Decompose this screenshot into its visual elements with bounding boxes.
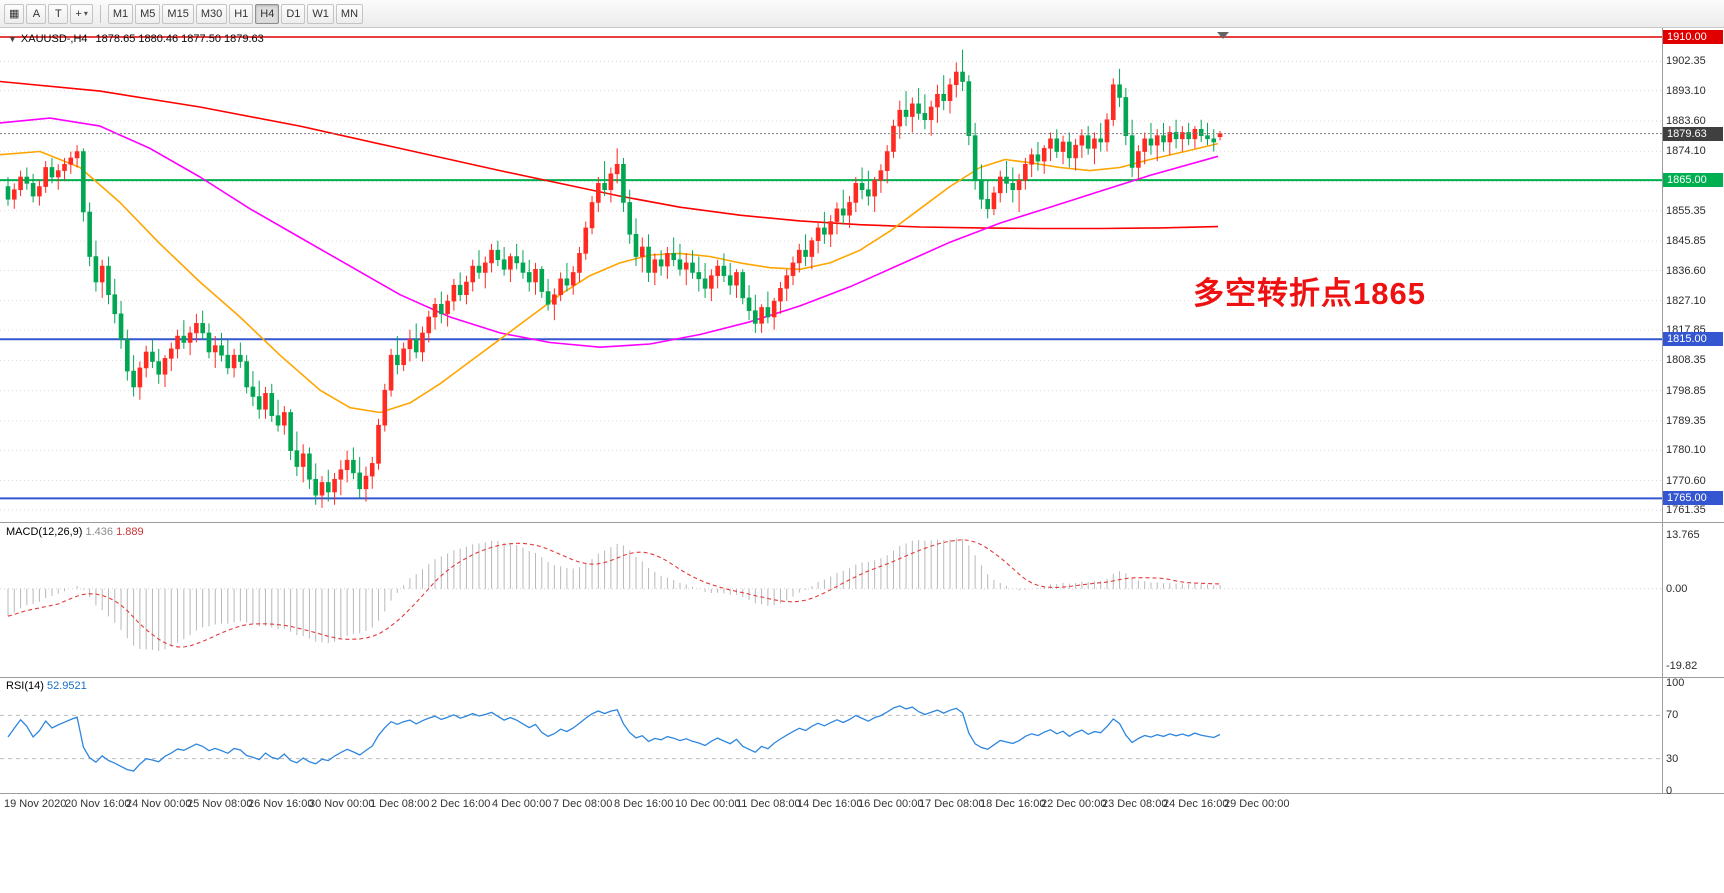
timeframe-button-m1[interactable]: M1 <box>107 3 134 24</box>
price-axis-label: 1770.60 <box>1666 474 1706 487</box>
chart-symbol-header: ▼ XAUUSD-,H4 1878.65 1880.46 1877.50 1879.… <box>8 33 264 45</box>
macd-pane <box>0 538 1662 651</box>
chart-shift-marker-icon <box>1217 32 1229 39</box>
macd-axis-label: 0.00 <box>1666 582 1688 595</box>
time-axis-label: 4 Dec 00:00 <box>492 798 552 810</box>
macd-main-value: 1.436 <box>85 526 114 538</box>
time-axis-label: 2 Dec 16:00 <box>431 798 491 810</box>
time-axis-label: 10 Dec 00:00 <box>675 798 741 810</box>
price-badge: 1865.00 <box>1663 173 1723 188</box>
collapse-arrow-icon[interactable]: ▼ <box>8 34 17 44</box>
time-axis-label: 22 Dec 00:00 <box>1041 798 1107 810</box>
symbol-label: XAUUSD-,H4 <box>20 33 88 45</box>
time-axis-label: 24 Dec 16:00 <box>1163 798 1229 810</box>
chart-canvas[interactable] <box>0 28 1724 893</box>
macd-indicator-label: MACD(12,26,9) 1.436 1.889 <box>6 526 144 538</box>
time-axis-label: 17 Dec 08:00 <box>919 798 985 810</box>
price-axis-label: 1836.60 <box>1666 264 1706 277</box>
macd-axis-label: 13.765 <box>1666 528 1700 541</box>
macd-signal-value: 1.889 <box>116 526 144 538</box>
toolbar: ▦ A T + ▾ M1 M5 M15 M30 H1 H4 D1 W1 MN <box>0 0 1724 28</box>
time-axis-label: 24 Nov 00:00 <box>126 798 192 810</box>
ma-slow-red <box>0 80 1219 230</box>
price-badge: 1879.63 <box>1663 126 1723 141</box>
time-axis-label: 11 Dec 08:00 <box>736 798 801 810</box>
price-axis-label: 1855.35 <box>1666 204 1706 217</box>
timeframe-button-d1[interactable]: D1 <box>281 3 306 24</box>
price-axis-label: 1798.85 <box>1666 384 1706 397</box>
price-axis-label: 1893.10 <box>1666 84 1706 97</box>
time-axis-label: 8 Dec 16:00 <box>614 798 674 810</box>
time-axis-label: 16 Dec 00:00 <box>858 798 924 810</box>
rsi-axis-label: 70 <box>1666 709 1679 722</box>
time-axis-label: 18 Dec 16:00 <box>980 798 1046 810</box>
dropdown-caret-icon: ▾ <box>83 9 88 18</box>
price-axis-label: 1827.10 <box>1666 294 1706 307</box>
rsi-axis-label: 30 <box>1666 752 1679 765</box>
chart-overlay: ▼ XAUUSD-,H4 1878.65 1880.46 1877.50 1879.… <box>0 28 1724 893</box>
timeframe-button-m15[interactable]: M15 <box>162 3 194 24</box>
time-axis-label: 1 Dec 08:00 <box>370 798 430 810</box>
text-tool-button[interactable]: T <box>48 3 69 24</box>
timeframe-button-w1[interactable]: W1 <box>307 3 334 24</box>
rsi-value: 52.9521 <box>46 680 87 692</box>
arrow-tool-button[interactable]: A <box>26 3 47 24</box>
rsi-title: RSI(14) <box>6 680 44 692</box>
chart-area: ▼ XAUUSD-,H4 1878.65 1880.46 1877.50 1879.… <box>0 28 1724 893</box>
chart-type-button[interactable]: ▦ <box>4 3 25 24</box>
price-axis-label: 1902.35 <box>1666 55 1706 68</box>
timeframe-button-m5[interactable]: M5 <box>135 3 161 24</box>
time-axis-label: 19 Nov 2020 <box>4 798 67 810</box>
price-axis-label: 1874.10 <box>1666 145 1706 158</box>
horizontal-level-lines <box>0 36 1662 500</box>
timeframe-button-mn[interactable]: MN <box>335 3 364 24</box>
rsi-axis-label: 100 <box>1666 677 1685 689</box>
rsi-axis-label: 0 <box>1666 785 1673 797</box>
price-axis-label: 1780.10 <box>1666 444 1706 457</box>
timeframe-button-m30[interactable]: M30 <box>195 3 228 24</box>
candles-layer <box>5 49 1223 508</box>
ohlc-readout: 1878.65 1880.46 1877.50 1879.63 <box>95 33 264 45</box>
macd-title: MACD(12,26,9) <box>6 526 83 538</box>
crosshair-tool-button[interactable]: + ▾ <box>70 3 93 24</box>
time-axis-label: 26 Nov 16:00 <box>248 798 314 810</box>
time-axis-label: 25 Nov 08:00 <box>187 798 253 810</box>
chart-annotation-text[interactable]: 多空转折点1865 <box>1193 276 1426 311</box>
toolbar-separator <box>99 4 101 23</box>
time-axis-label: 20 Nov 16:00 <box>65 798 131 810</box>
price-badge: 1815.00 <box>1663 332 1723 347</box>
rsi-line <box>7 705 1221 772</box>
ma-mid-magenta <box>0 117 1219 348</box>
price-axis-label: 1883.60 <box>1666 115 1706 127</box>
time-axis-label: 7 Dec 08:00 <box>553 798 613 810</box>
price-axis-label: 1808.35 <box>1666 354 1706 367</box>
price-badge: 1765.00 <box>1663 491 1723 506</box>
timeframe-button-h4[interactable]: H4 <box>255 3 280 24</box>
price-badge: 1910.00 <box>1663 30 1723 44</box>
price-axis-label: 1845.85 <box>1666 235 1706 248</box>
rsi-indicator-label: RSI(14) 52.9521 <box>6 680 87 692</box>
price-axis-label: 1789.35 <box>1666 414 1706 427</box>
macd-axis-label: -19.82 <box>1666 660 1698 673</box>
pane-separators <box>0 28 1724 794</box>
price-axis-label: 1761.35 <box>1666 503 1706 516</box>
time-axis-label: 23 Dec 08:00 <box>1102 798 1168 810</box>
time-axis-label: 29 Dec 00:00 <box>1224 798 1290 810</box>
rsi-pane <box>0 705 1662 772</box>
time-axis-label: 14 Dec 16:00 <box>797 798 863 810</box>
timeframe-button-h1[interactable]: H1 <box>229 3 254 24</box>
macd-signal-line <box>7 539 1221 648</box>
time-axis-label: 30 Nov 00:00 <box>309 798 375 810</box>
